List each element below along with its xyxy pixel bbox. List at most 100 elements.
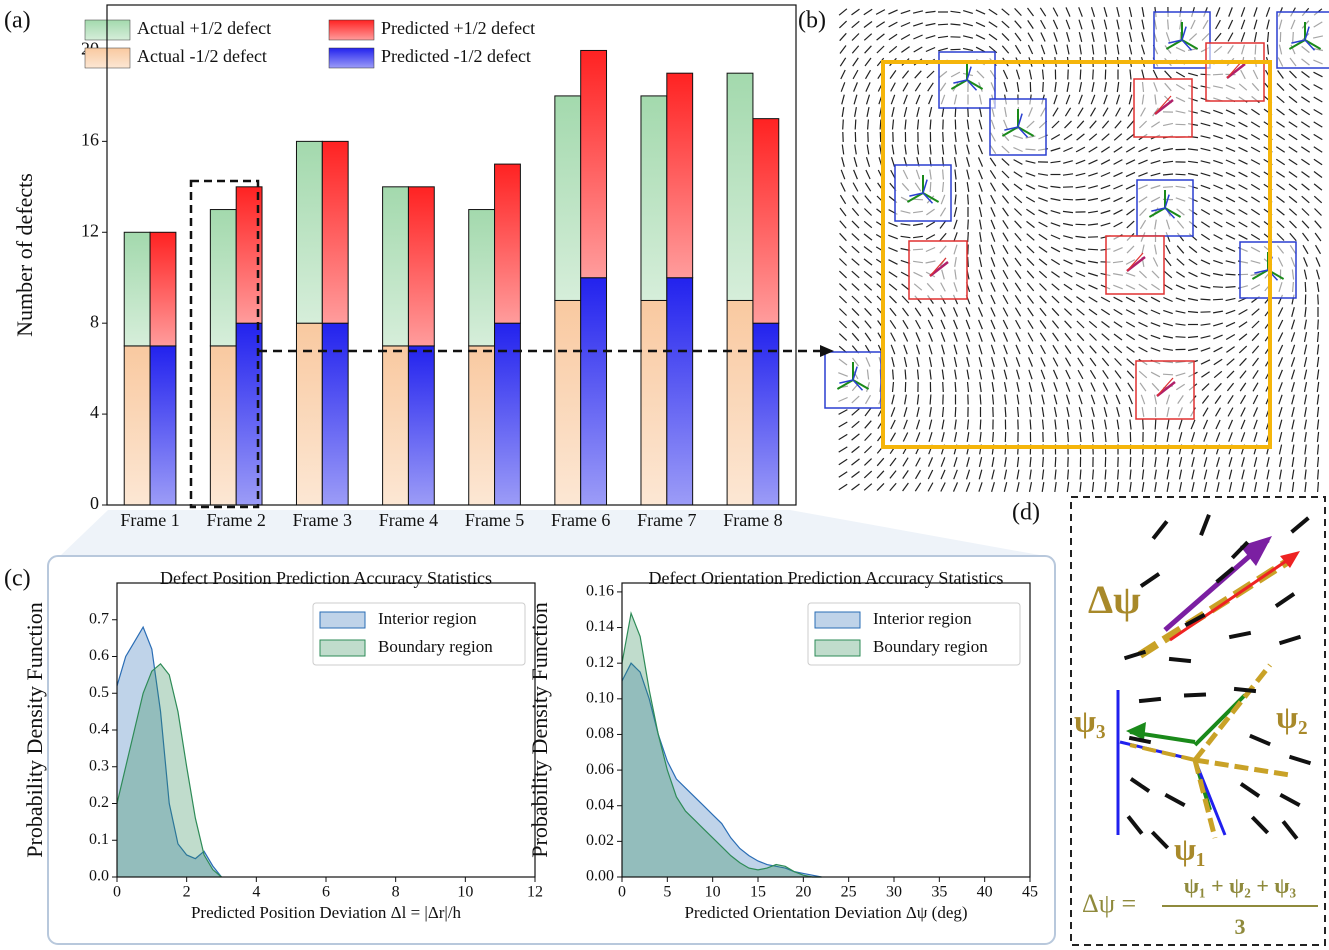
director-line bbox=[1314, 85, 1323, 90]
director-line bbox=[1003, 283, 1008, 292]
director-line bbox=[1027, 271, 1034, 278]
director-line bbox=[1226, 335, 1235, 340]
bar-segment bbox=[383, 187, 409, 346]
director-line bbox=[1014, 209, 1021, 216]
director-line bbox=[1051, 272, 1059, 278]
director-line bbox=[1301, 109, 1309, 114]
director-line bbox=[1301, 159, 1309, 165]
director-line bbox=[1127, 221, 1134, 228]
director-line bbox=[1229, 633, 1251, 637]
director-line bbox=[1302, 172, 1310, 178]
director-line bbox=[1279, 407, 1282, 417]
director-line bbox=[1003, 70, 1007, 79]
bar-segment bbox=[150, 232, 176, 346]
director-line bbox=[976, 10, 985, 14]
director-line bbox=[1216, 408, 1221, 417]
director-line bbox=[918, 370, 919, 380]
director-line bbox=[1151, 148, 1160, 151]
director-line bbox=[1079, 382, 1083, 391]
director-line bbox=[1303, 245, 1308, 254]
director-line bbox=[914, 47, 923, 52]
director-line bbox=[1040, 284, 1047, 291]
director-line bbox=[1076, 261, 1086, 264]
director-line bbox=[943, 132, 944, 142]
director-line bbox=[1255, 482, 1257, 492]
director-line bbox=[1089, 321, 1097, 327]
director-line bbox=[1130, 482, 1131, 492]
director-line bbox=[1226, 235, 1235, 239]
director-line bbox=[928, 320, 932, 329]
director-line bbox=[979, 320, 983, 329]
director-line bbox=[1240, 371, 1246, 379]
director-line bbox=[1080, 45, 1082, 55]
director-line bbox=[968, 257, 969, 267]
director-line bbox=[1064, 260, 1073, 264]
director-line bbox=[1228, 395, 1233, 403]
director-line bbox=[955, 370, 957, 380]
director-line bbox=[916, 320, 921, 329]
director-line bbox=[1105, 482, 1106, 492]
director-line bbox=[1155, 420, 1156, 430]
director-line bbox=[1017, 457, 1018, 467]
director-line bbox=[1030, 482, 1032, 492]
director-line bbox=[892, 107, 894, 117]
director-line bbox=[1066, 382, 1070, 391]
director-line bbox=[954, 470, 958, 479]
director-line bbox=[968, 195, 969, 205]
director-line bbox=[1315, 209, 1322, 216]
director-line bbox=[1054, 370, 1058, 379]
director-line bbox=[1213, 323, 1223, 326]
director-line bbox=[1065, 345, 1071, 353]
director-line bbox=[1041, 33, 1045, 42]
director-line bbox=[1126, 310, 1135, 315]
director-line bbox=[979, 470, 982, 480]
director-line bbox=[1188, 73, 1198, 76]
director-line bbox=[1283, 821, 1297, 838]
director-line bbox=[1226, 261, 1236, 263]
director-line bbox=[1076, 160, 1085, 164]
director-line bbox=[1204, 457, 1207, 467]
director-line bbox=[1080, 470, 1081, 480]
director-line bbox=[1239, 172, 1248, 177]
director-line bbox=[1052, 284, 1060, 290]
director-line bbox=[930, 395, 931, 405]
director-line bbox=[1239, 110, 1248, 115]
director-line bbox=[1253, 358, 1259, 366]
director-line bbox=[1191, 420, 1195, 429]
director-line bbox=[1289, 84, 1297, 91]
director-line bbox=[1053, 333, 1059, 341]
director-line bbox=[1127, 359, 1135, 366]
legend-swatch bbox=[815, 612, 860, 628]
director-line bbox=[979, 282, 982, 291]
legend-label: Actual +1/2 defect bbox=[137, 18, 271, 38]
director-line bbox=[1289, 109, 1297, 115]
x-tick-label: 4 bbox=[252, 884, 260, 901]
director-line bbox=[842, 157, 845, 167]
director-line bbox=[866, 70, 871, 79]
guide-line bbox=[1195, 760, 1290, 775]
director-line bbox=[1304, 270, 1306, 280]
director-line bbox=[852, 259, 860, 266]
director-line bbox=[955, 420, 956, 430]
director-line bbox=[1302, 196, 1310, 203]
director-line bbox=[980, 395, 981, 405]
director-line bbox=[955, 382, 956, 392]
director-line bbox=[989, 9, 997, 14]
director-line bbox=[1215, 383, 1222, 390]
director-line bbox=[1015, 8, 1022, 15]
director-line bbox=[1278, 71, 1284, 79]
director-line bbox=[1117, 482, 1118, 492]
director-line bbox=[991, 245, 995, 254]
director-line bbox=[1015, 246, 1021, 254]
director-line bbox=[1116, 383, 1121, 392]
director-line bbox=[1092, 82, 1094, 92]
director-line bbox=[1301, 97, 1309, 103]
director-line bbox=[1078, 358, 1083, 366]
figure: (a) (b) (c) (d) Δψ ψ₃ ψ₂ ψ₁ Δψ = ψ₁ + ψ₂… bbox=[0, 0, 1329, 950]
director-line bbox=[1055, 82, 1056, 92]
y-tick-label: 4 bbox=[90, 402, 99, 422]
director-line bbox=[954, 345, 957, 355]
director-line bbox=[1226, 197, 1235, 202]
director-line bbox=[991, 308, 995, 317]
director-line bbox=[1317, 382, 1318, 392]
